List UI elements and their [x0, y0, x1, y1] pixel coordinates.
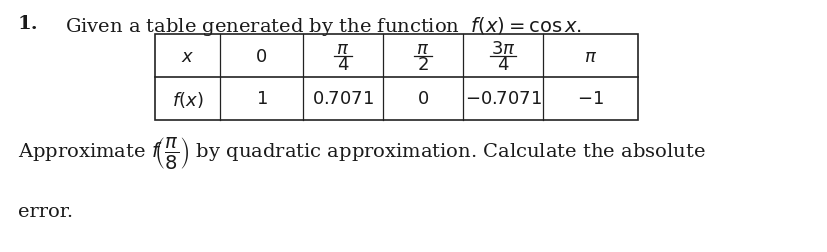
Text: $-1$: $-1$: [576, 90, 603, 108]
Text: $1$: $1$: [256, 90, 267, 108]
Text: $4$: $4$: [496, 55, 509, 73]
Text: error.: error.: [18, 202, 73, 220]
Text: $0$: $0$: [256, 47, 267, 65]
Text: Given a table generated by the function  $f(x)=\cos x.$: Given a table generated by the function …: [65, 15, 581, 38]
Text: $\pi$: $\pi$: [583, 47, 596, 65]
Text: $x$: $x$: [180, 47, 194, 65]
Text: $0$: $0$: [417, 90, 428, 108]
Text: $4$: $4$: [337, 55, 349, 73]
Text: Approximate $f\!\left(\dfrac{\pi}{8}\right)$ by quadratic approximation. Calcula: Approximate $f\!\left(\dfrac{\pi}{8}\rig…: [18, 135, 705, 170]
Text: $\pi$: $\pi$: [416, 39, 429, 57]
Text: 1.: 1.: [18, 15, 39, 33]
Text: $f(x)$: $f(x)$: [171, 89, 203, 109]
Text: $0.7071$: $0.7071$: [312, 90, 374, 108]
Text: $\pi$: $\pi$: [336, 39, 349, 57]
Text: $3\pi$: $3\pi$: [490, 39, 514, 57]
Bar: [155, 35, 638, 120]
Text: $-0.7071$: $-0.7071$: [464, 90, 541, 108]
Text: $2$: $2$: [417, 55, 428, 73]
